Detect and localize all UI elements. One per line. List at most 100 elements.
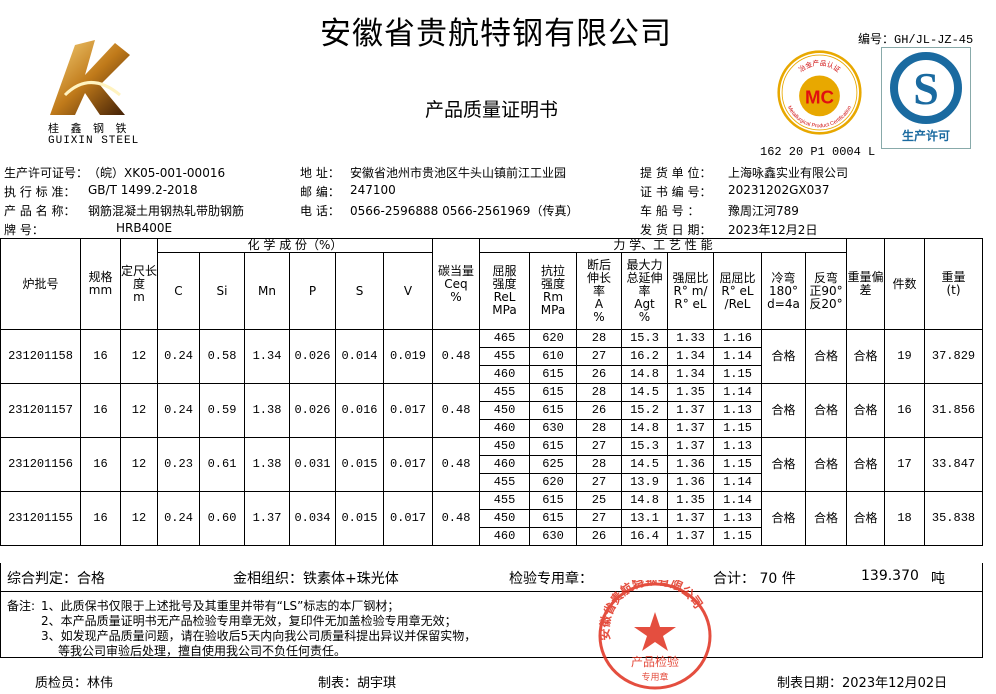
weight-value: 31.856 <box>924 383 983 438</box>
document-title: 产品质量证明书 <box>425 99 559 121</box>
mech-value: 26 <box>576 365 622 384</box>
col-header-mech-0-text: 强度 <box>492 277 517 291</box>
cold-bend-result: 合格 <box>761 329 806 384</box>
col-header-mech-7-text: 反20° <box>809 296 843 311</box>
info-middle-value: 安徽省池州市贵池区牛头山镇前江工业园 <box>350 166 567 180</box>
info-right-value: 豫周江河789 <box>728 204 799 218</box>
mech-value: 1.34 <box>667 365 714 384</box>
notes-label: 备注: <box>7 599 36 613</box>
chem-value: 0.017 <box>383 383 433 438</box>
col-header-mech-6-text: d=4a <box>767 296 800 311</box>
inspector: 质检员：林伟 <box>35 676 114 691</box>
mech-value: 1.15 <box>713 455 762 474</box>
col-header-mechanical: 力 学、工 艺 性 能 <box>479 238 847 253</box>
mech-value: 1.13 <box>713 437 762 456</box>
chem-value: 0.015 <box>335 491 384 546</box>
table-row: 231201158 16 12 0.24 0.58 1.34 0.026 0.014 0.019… <box>0 329 983 384</box>
col-header-mech-2: 断后 伸长率 A% <box>576 252 622 330</box>
reverse-bend-result: 合格 <box>805 491 847 546</box>
info-middle-value: 0566-2596888 0566-2561969（传真） <box>350 204 579 218</box>
weight-value: 37.829 <box>924 329 983 384</box>
mech-value: 27 <box>576 509 622 528</box>
mech-value: 1.37 <box>667 437 714 456</box>
weight-value: 35.838 <box>924 491 983 546</box>
col-header-ceq-text: % <box>450 289 462 304</box>
mech-value: 14.8 <box>621 491 668 510</box>
overall-judgement: 综合判定：合格 <box>7 571 105 587</box>
cold-bend-result: 合格 <box>761 383 806 438</box>
logo-name-en: GUIXIN STEEL <box>48 135 140 147</box>
info-left-value: （皖）XK05-001-00016 <box>88 166 226 180</box>
chem-value: 0.59 <box>199 383 245 438</box>
mech-value: 1.35 <box>667 383 714 402</box>
mech-value: 615 <box>529 365 577 384</box>
col-header-mech-3: 最大力 总延伸率 Agt% <box>621 252 668 330</box>
mech-value: 455 <box>479 491 530 510</box>
mech-value: 27 <box>576 347 622 366</box>
mech-value: 465 <box>479 329 530 348</box>
col-header-mech-4: 强屈比 R° m/R° eL <box>667 252 714 330</box>
info-left-value: GB/T 1499.2-2018 <box>88 183 198 197</box>
chem-value: 0.58 <box>199 329 245 384</box>
mech-value: 1.34 <box>667 347 714 366</box>
col-header-mech-2-text: A <box>594 296 604 311</box>
mech-value: 1.33 <box>667 329 714 348</box>
info-left-value: HRB400E <box>116 221 173 235</box>
cold-bend-result: 合格 <box>761 437 806 492</box>
col-header-weight-deviation: 重量偏差 <box>846 238 885 330</box>
mech-value: 1.14 <box>713 491 762 510</box>
table-row: 231201157 16 12 0.24 0.59 1.38 0.026 0.016 0.017… <box>0 383 983 438</box>
info-left-label: 执 行 标 准： <box>4 185 76 199</box>
spec-value: 16 <box>80 383 121 438</box>
spec-value: 16 <box>80 491 121 546</box>
col-header-mech-3-text: 最大力 <box>626 257 663 272</box>
col-header-mech-5-text: /ReL <box>724 296 751 311</box>
ceq-value: 0.48 <box>432 383 480 438</box>
mech-value: 615 <box>529 509 577 528</box>
chem-value: 0.60 <box>199 491 245 546</box>
col-header-mn: Mn <box>244 252 290 330</box>
table-row: 460 615 26 14.8 1.34 1.15 <box>1 365 983 384</box>
info-right-value: 上海咏鑫实业有限公司 <box>728 166 849 180</box>
mech-value: 460 <box>479 365 530 384</box>
col-header-mech-0-text: ReL <box>493 290 516 304</box>
mech-value: 625 <box>529 455 577 474</box>
pieces-value: 18 <box>884 491 925 546</box>
mech-value: 455 <box>479 473 530 492</box>
mech-value: 1.15 <box>713 419 762 438</box>
header-row: 炉批号 规格 mm 定尺长度 m 化 学 成 份（%） 碳当量 Ceq% 力 学、工 艺 性 能… <box>0 238 983 330</box>
mech-value: 460 <box>479 419 530 438</box>
reverse-bend-result: 合格 <box>805 437 847 492</box>
col-header-length: 定尺长度 m <box>120 238 158 330</box>
metallographic-structure: 金相组织：铁素体+珠光体 <box>233 571 399 587</box>
col-header-v: V <box>383 252 433 330</box>
col-header-batch: 炉批号 <box>0 238 81 330</box>
col-header-mech-1: 抗拉 强度 Rm MPa <box>529 252 577 330</box>
pieces-value: 17 <box>884 437 925 492</box>
col-header-ceq: 碳当量 Ceq% <box>432 238 480 330</box>
info-middle-label: 电 话： <box>300 204 340 218</box>
info-right-value: 20231202GX037 <box>728 183 830 197</box>
info-left-label: 产 品 名 称： <box>4 204 76 218</box>
col-header-mech-7-text: 反弯 <box>813 270 838 285</box>
batch-number: 231201155 <box>0 491 81 546</box>
info-right-label: 证 书 编 号： <box>640 185 712 199</box>
mech-value: 450 <box>479 509 530 528</box>
prepared-date: 制表日期：2023年12月02日 <box>777 676 948 691</box>
total-pieces: 合计： 70 件 <box>713 571 796 587</box>
info-right-label: 提 货 单 位： <box>640 166 712 180</box>
mech-value: 13.9 <box>621 473 668 492</box>
info-left-label: 牌 号： <box>4 223 44 237</box>
mech-value: 615 <box>529 401 577 420</box>
col-header-pieces: 件数 <box>884 238 925 330</box>
col-header-mech-0: 屈服 强度 ReL MPa <box>479 252 530 330</box>
col-header-mech-4-text: R° m/ <box>673 283 708 298</box>
col-header-spec: 规格 mm <box>80 238 121 330</box>
chem-value: 0.031 <box>289 437 336 492</box>
chem-value: 0.034 <box>289 491 336 546</box>
inspection-stamp-icon: 安徽省贵航特钢有限公司 产品检验 专用章 <box>597 580 712 690</box>
stamp-bottom-text: 专用章 <box>641 671 668 683</box>
col-header-si: Si <box>199 252 245 330</box>
mech-value: 26 <box>576 527 622 546</box>
mech-value: 1.14 <box>713 383 762 402</box>
